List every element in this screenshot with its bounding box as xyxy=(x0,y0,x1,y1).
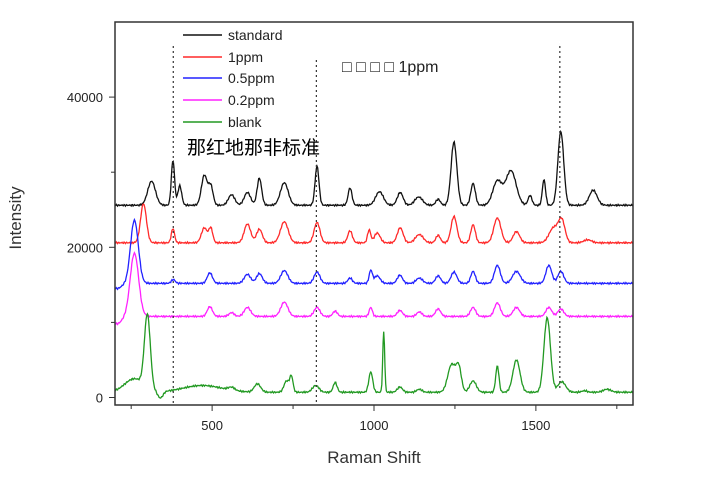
legend-label-0.5ppm: 0.5ppm xyxy=(228,70,275,86)
y-axis-title: Intensity xyxy=(6,186,25,250)
y-tick-label: 20000 xyxy=(67,240,103,255)
legend-label-1ppm: 1ppm xyxy=(228,49,263,65)
plot-frame xyxy=(114,21,634,406)
y-tick-label: 40000 xyxy=(67,90,103,105)
x-tick-label: 1500 xyxy=(521,418,550,433)
series-line-standard xyxy=(114,130,634,208)
legend-label-standard: standard xyxy=(228,27,282,43)
plot-area xyxy=(114,46,634,405)
x-axis-title: Raman Shift xyxy=(327,448,421,467)
annotation-standard-cn: 那红地那非标准 xyxy=(187,137,320,159)
axes: 500 1000 1500 0 20000 40000 xyxy=(67,90,618,433)
y-tick-label: 0 xyxy=(96,390,103,405)
x-tick-label: 500 xyxy=(201,418,223,433)
legend-label-0.2ppm: 0.2ppm xyxy=(228,92,275,108)
series-line-0.5ppm xyxy=(114,217,634,291)
annotation-1ppm: □ □ □ □ 1ppm xyxy=(342,59,438,76)
legend-label-blank: blank xyxy=(228,114,262,130)
series-line-0.2ppm xyxy=(114,251,634,326)
legend: standard 1ppm 0.5ppm 0.2ppm blank xyxy=(183,27,282,130)
series-line-blank xyxy=(114,312,634,399)
series-line-1ppm xyxy=(114,203,634,245)
x-tick-label: 1000 xyxy=(360,418,389,433)
